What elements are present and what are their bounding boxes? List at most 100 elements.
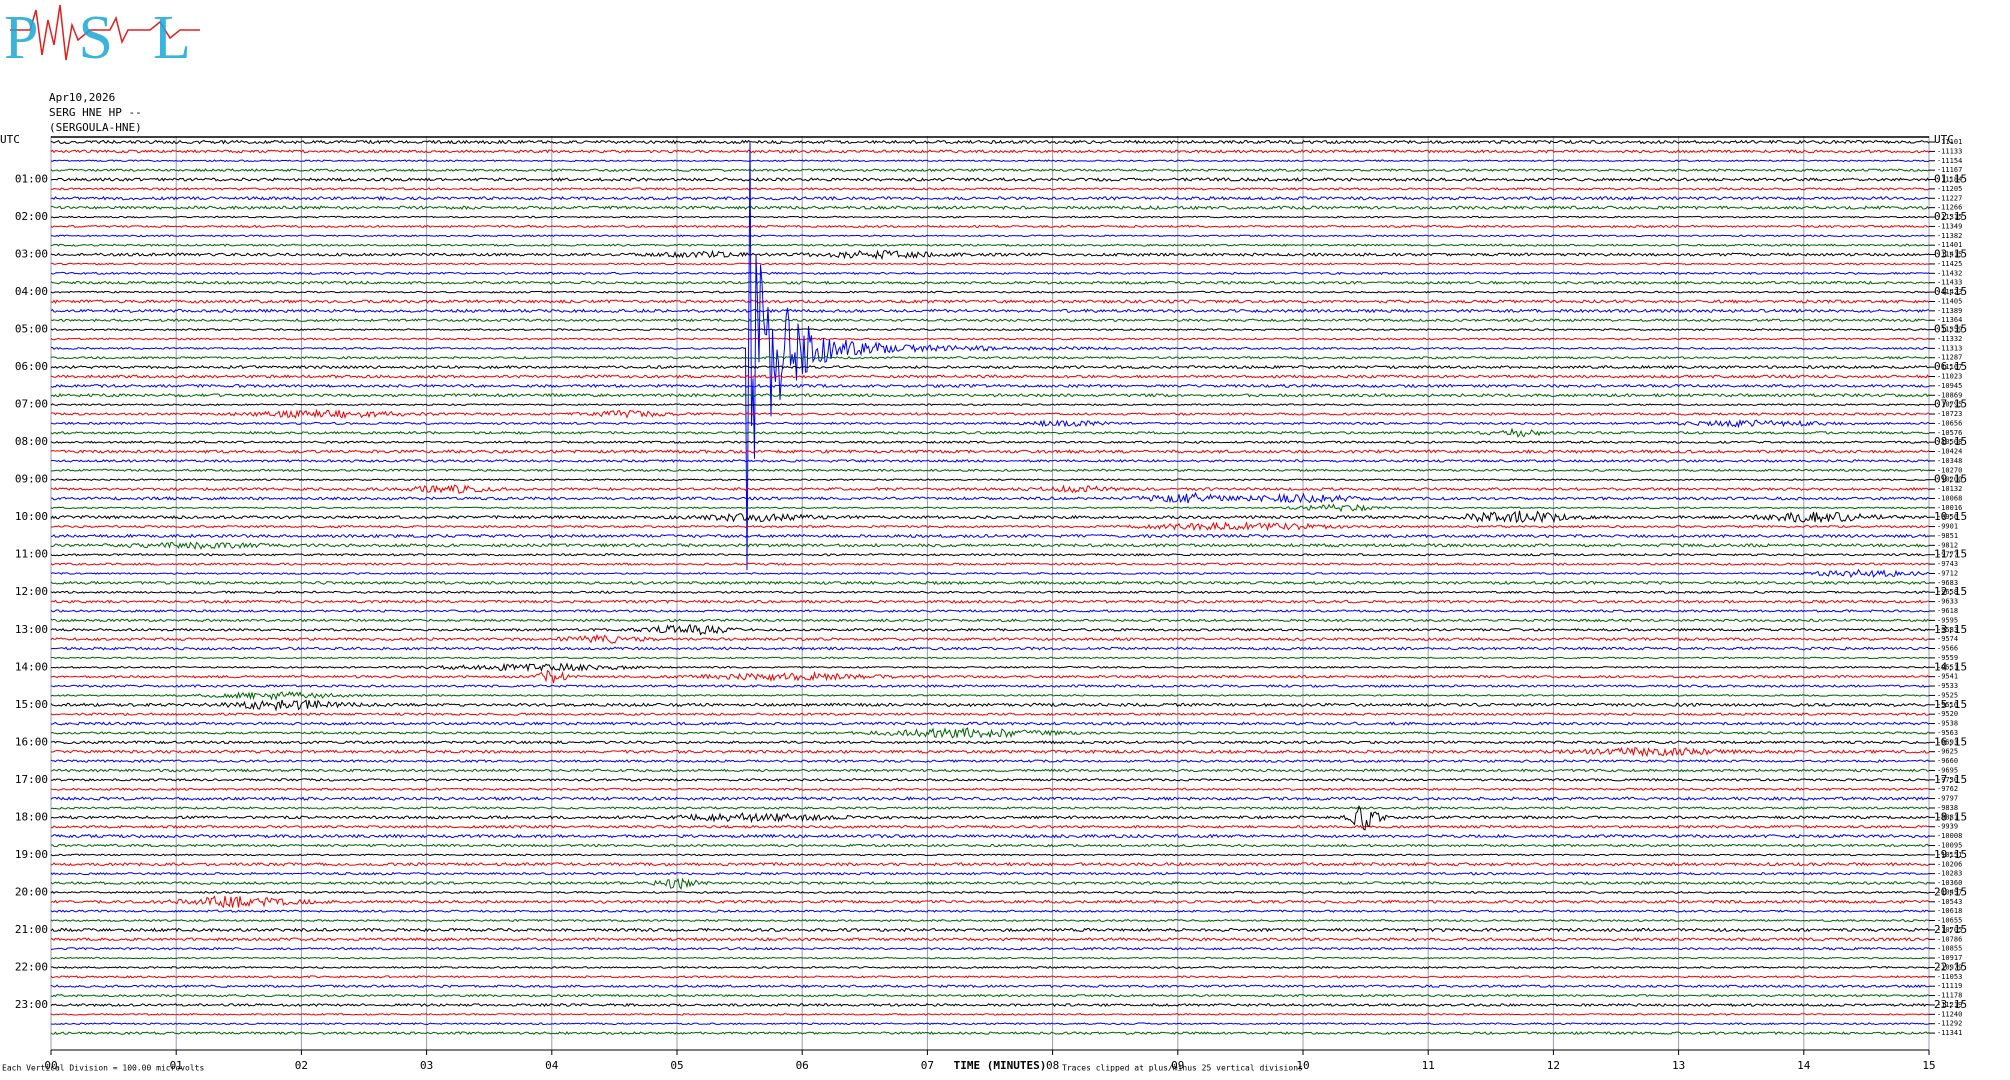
hour-label-right: 06:15 <box>1934 360 1967 373</box>
trace <box>50 355 1930 360</box>
offset-label: -11313 <box>1937 344 1962 352</box>
offset-label: -9516 <box>1937 701 1958 709</box>
offset-label: -9762 <box>1937 785 1958 793</box>
trace <box>51 491 1930 504</box>
hour-label-right: 18:15 <box>1934 810 1967 823</box>
trace <box>50 690 1930 701</box>
hour-label-right: 12:15 <box>1934 585 1967 598</box>
trace <box>50 468 1930 473</box>
offset-label: -10576 <box>1937 429 1962 437</box>
offset-label: -11341 <box>1937 1029 1962 1037</box>
trace <box>50 195 1930 201</box>
offset-label: -9851 <box>1937 532 1958 540</box>
offset-label: -10618 <box>1937 907 1962 915</box>
hour-label-right: 02:15 <box>1934 210 1967 223</box>
hour-label: 08:00 <box>15 435 48 448</box>
hour-label: 04:00 <box>15 285 48 298</box>
offset-label: -9595 <box>1937 616 1958 624</box>
offset-label: -11133 <box>1937 147 1962 155</box>
offset-label: -11401 <box>1937 241 1962 249</box>
offset-label: -11227 <box>1937 194 1962 202</box>
clip-note: Traces clipped at plus/minus 25 vertical… <box>1062 1064 1303 1073</box>
offset-label: -11101 <box>1937 138 1962 146</box>
offset-label: -10424 <box>1937 448 1962 456</box>
offset-label: -9660 <box>1937 757 1958 765</box>
hour-label-right: 05:15 <box>1934 323 1967 336</box>
offset-label: -10979 <box>1937 963 1962 971</box>
trace <box>50 727 1930 739</box>
hour-label: 16:00 <box>15 735 48 748</box>
hour-label: 18:00 <box>15 810 48 823</box>
trace <box>50 599 1929 604</box>
trace <box>51 408 1930 420</box>
trace <box>50 149 1930 154</box>
trace <box>50 877 1930 890</box>
x-tick-label: 03 <box>420 1059 433 1072</box>
trace <box>50 1012 1930 1016</box>
hour-label-right: 23:15 <box>1934 998 1967 1011</box>
offset-label: -9538 <box>1937 720 1958 728</box>
trace <box>50 168 1930 173</box>
offset-label: -9658 <box>1937 588 1958 596</box>
hour-label-right: 15:15 <box>1934 698 1967 711</box>
offset-label: -11266 <box>1937 204 1962 212</box>
trace <box>50 440 1930 444</box>
offset-label: -10705 <box>1937 926 1962 934</box>
trace <box>50 618 1930 623</box>
x-tick-label: 07 <box>921 1059 934 1072</box>
trace <box>50 568 1930 579</box>
trace <box>50 299 1930 304</box>
offset-label: -9520 <box>1937 710 1958 718</box>
offset-label: -11205 <box>1937 185 1962 193</box>
offset-label: -9551 <box>1937 663 1958 671</box>
offset-label: -9777 <box>1937 551 1958 559</box>
trace <box>51 141 1930 571</box>
hour-label: 20:00 <box>15 885 48 898</box>
trace <box>50 403 1929 407</box>
offset-label: -11053 <box>1937 973 1962 981</box>
trace <box>50 458 1930 463</box>
offset-label: -11184 <box>1937 176 1962 184</box>
trace <box>50 139 1930 145</box>
trace <box>50 280 1930 285</box>
offset-label: -9541 <box>1937 673 1958 681</box>
trace <box>50 861 1930 867</box>
trace <box>50 662 1930 673</box>
offset-label: -11423 <box>1937 288 1962 296</box>
offset-label: -11425 <box>1937 260 1962 268</box>
x-tick-label: 14 <box>1797 1059 1811 1072</box>
trace <box>50 956 1930 960</box>
hour-label: 13:00 <box>15 623 48 636</box>
logo: PSL <box>4 4 200 72</box>
hour-label: 17:00 <box>15 773 48 786</box>
trace <box>50 533 1930 539</box>
offset-label: -9881 <box>1937 813 1958 821</box>
offset-label: -10016 <box>1937 504 1962 512</box>
trace <box>50 337 1930 341</box>
trace <box>50 1022 1930 1026</box>
offset-label: -10869 <box>1937 391 1962 399</box>
offset-label: -9797 <box>1937 795 1958 803</box>
offset-label: -9901 <box>1937 523 1958 531</box>
trace <box>50 224 1930 229</box>
offset-label: -11359 <box>1937 326 1962 334</box>
trace <box>50 684 1930 688</box>
trace <box>50 249 1930 261</box>
trace <box>50 215 1930 219</box>
offset-label: -11240 <box>1937 1010 1962 1018</box>
offset-label: -11154 <box>1937 157 1962 165</box>
offset-label: -11315 <box>1937 213 1962 221</box>
trace <box>50 484 1930 494</box>
offset-label: -10200 <box>1937 476 1962 484</box>
trace <box>50 895 1930 908</box>
offset-label: -9566 <box>1937 645 1958 653</box>
offset-label: -9533 <box>1937 682 1958 690</box>
trace <box>50 1031 1930 1036</box>
hour-label: 15:00 <box>15 698 48 711</box>
trace <box>51 520 1930 532</box>
hour-label: 01:00 <box>15 173 48 186</box>
hour-label-right: 10:15 <box>1934 510 1967 523</box>
hour-label: 22:00 <box>15 960 48 973</box>
trace <box>50 308 1930 314</box>
